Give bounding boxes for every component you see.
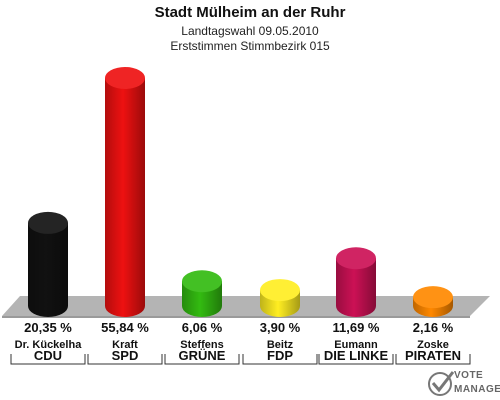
category-bracket — [242, 354, 318, 365]
party-label: FDP — [267, 348, 293, 363]
bar-top — [28, 211, 68, 234]
value-label: 3,90 % — [260, 320, 301, 335]
candidate-label: Zoske — [417, 339, 449, 351]
category-bracket — [164, 354, 240, 365]
bar-top — [413, 286, 453, 309]
party-label: PIRATEN — [405, 348, 461, 363]
party-label: SPD — [112, 348, 139, 363]
chart-title: Stadt Mülheim an der Ruhr — [154, 4, 346, 21]
chart-subtitle-district: Erststimmen Stimmbezirk 015 — [170, 39, 330, 53]
bar-piraten — [413, 286, 453, 317]
party-label: CDU — [34, 348, 62, 363]
candidate-label: Eumann — [334, 339, 378, 351]
bars-group — [28, 66, 453, 317]
category-bracket — [395, 354, 471, 365]
value-label: 6,06 % — [182, 320, 223, 335]
candidate-label: Kraft — [112, 339, 138, 351]
bar-top — [105, 66, 145, 89]
bar-top — [336, 247, 376, 270]
bar-die-linke — [336, 247, 376, 317]
candidate-label: Steffens — [180, 339, 223, 351]
value-label: 2,16 % — [413, 320, 454, 335]
checkmark-icon — [428, 371, 455, 396]
chart-subtitle-election: Landtagswahl 09.05.2010 — [181, 24, 319, 38]
category-bracket — [318, 354, 394, 365]
logo-text-manager: MANAGER — [454, 384, 500, 395]
bar-body — [28, 222, 68, 317]
value-label: 20,35 % — [24, 320, 72, 335]
bar-cdu — [28, 211, 68, 317]
bar-spd — [105, 66, 145, 317]
candidate-label: Dr. Kückelha — [15, 339, 83, 351]
logo-text-vote: VOTE — [454, 370, 484, 381]
category-bracket — [10, 354, 86, 365]
value-label: 55,84 % — [101, 320, 149, 335]
chart-floor-edge — [2, 316, 470, 318]
bar-gr-ne — [182, 270, 222, 317]
bar-body — [105, 77, 145, 317]
bar-fdp — [260, 279, 300, 317]
bar-top — [182, 270, 222, 293]
candidate-label: Beitz — [267, 339, 294, 351]
bar-body — [336, 258, 376, 317]
party-label: GRÜNE — [179, 348, 226, 363]
bar-top — [260, 279, 300, 302]
party-label: DIE LINKE — [324, 348, 389, 363]
value-label: 11,69 % — [333, 320, 380, 335]
category-bracket — [87, 354, 163, 365]
vote-manager-logo: VOTE MANAGER — [428, 366, 500, 400]
